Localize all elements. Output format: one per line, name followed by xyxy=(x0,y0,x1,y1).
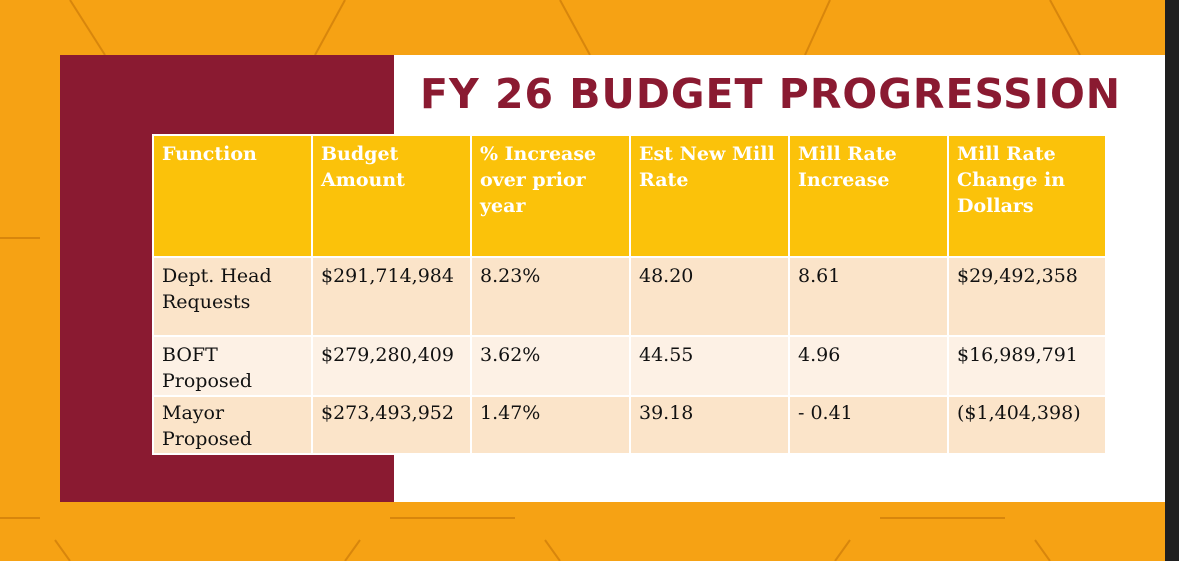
cell-mill-rate-change-dollars: $29,492,358 xyxy=(947,256,1107,337)
cell-est-new-mill-rate: 39.18 xyxy=(629,395,790,455)
budget-table: Function Budget Amount % Increase over p… xyxy=(152,134,1107,455)
header-function: Function xyxy=(152,134,313,258)
cell-percent-increase: 1.47% xyxy=(470,395,631,455)
cell-est-new-mill-rate: 48.20 xyxy=(629,256,790,337)
table-row: Dept. Head Requests $291,714,984 8.23% 4… xyxy=(152,256,1107,337)
cell-budget-amount: $273,493,952 xyxy=(311,395,472,455)
header-percent-increase: % Increase over prior year xyxy=(470,134,631,258)
header-mill-rate-increase: Mill Rate Increase xyxy=(788,134,949,258)
cell-mill-rate-change-dollars: $16,989,791 xyxy=(947,335,1107,397)
table-row: BOFT Proposed $279,280,409 3.62% 44.55 4… xyxy=(152,335,1107,397)
cell-percent-increase: 8.23% xyxy=(470,256,631,337)
cell-budget-amount: $291,714,984 xyxy=(311,256,472,337)
screen-edge xyxy=(1165,0,1179,561)
cell-mill-rate-increase: 8.61 xyxy=(788,256,949,337)
cell-function: Dept. Head Requests xyxy=(152,256,313,337)
table-row: Mayor Proposed $273,493,952 1.47% 39.18 … xyxy=(152,395,1107,455)
cell-function: BOFT Proposed xyxy=(152,335,313,397)
slide-title: FY 26 BUDGET PROGRESSION xyxy=(420,70,1122,118)
cell-percent-increase: 3.62% xyxy=(470,335,631,397)
cell-est-new-mill-rate: 44.55 xyxy=(629,335,790,397)
cell-function: Mayor Proposed xyxy=(152,395,313,455)
cell-budget-amount: $279,280,409 xyxy=(311,335,472,397)
cell-mill-rate-increase: 4.96 xyxy=(788,335,949,397)
header-budget-amount: Budget Amount xyxy=(311,134,472,258)
cell-mill-rate-increase: - 0.41 xyxy=(788,395,949,455)
header-est-new-mill-rate: Est New Mill Rate xyxy=(629,134,790,258)
cell-mill-rate-change-dollars: ($1,404,398) xyxy=(947,395,1107,455)
table-header-row: Function Budget Amount % Increase over p… xyxy=(152,134,1107,258)
header-mill-rate-change-dollars: Mill Rate Change in Dollars xyxy=(947,134,1107,258)
